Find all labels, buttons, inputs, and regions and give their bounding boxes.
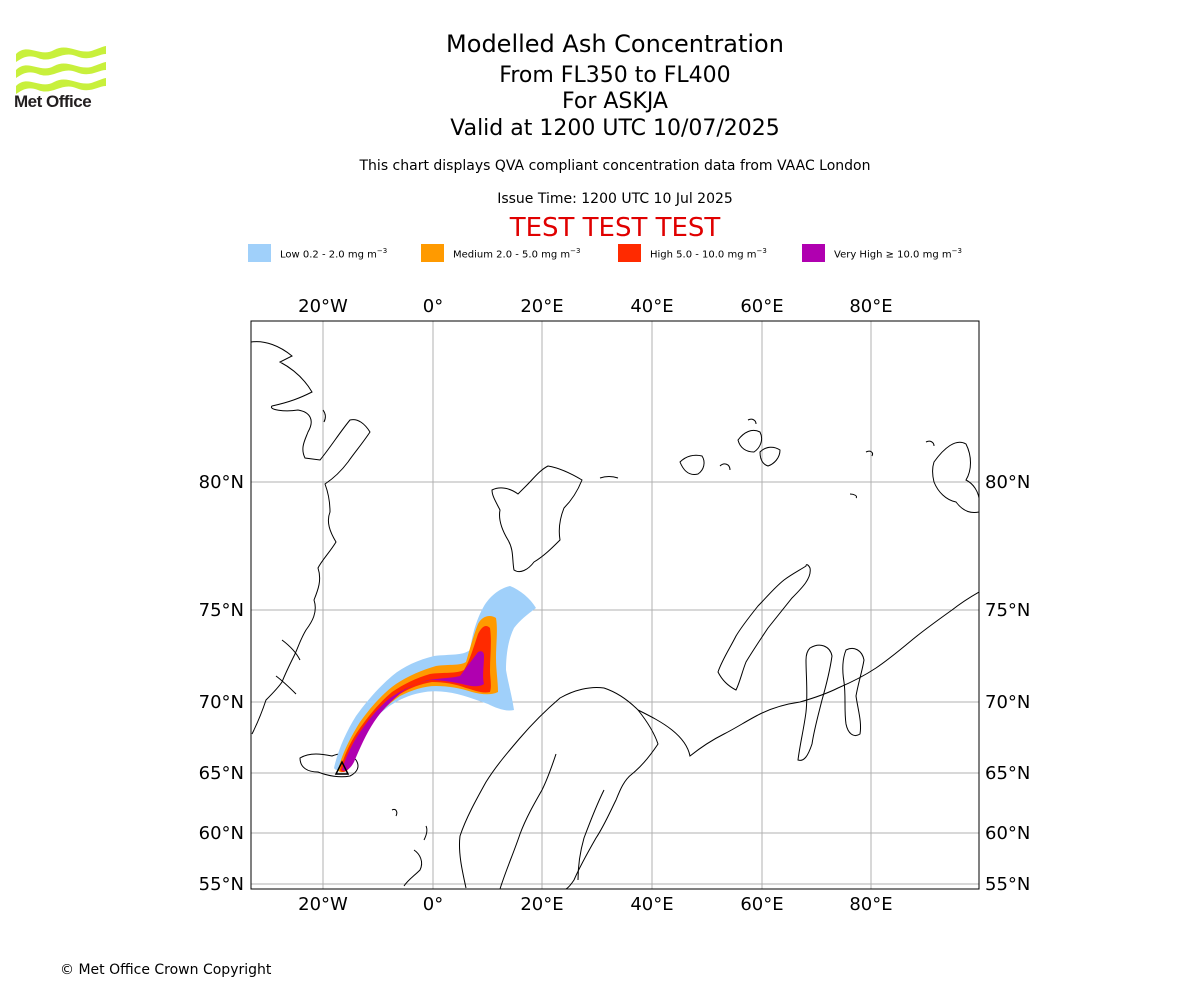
lon-label-top: 80°E <box>849 296 892 317</box>
franz-josef-1 <box>679 454 705 475</box>
small-island-3 <box>849 493 857 499</box>
legend-label-low: Low 0.2 - 2.0 mg m <box>280 249 377 261</box>
flight-level-subtitle: From FL350 to FL400 <box>499 63 731 88</box>
legend-swatch-medium <box>421 244 444 262</box>
lat-label-left: 60°N <box>199 823 244 844</box>
greenland-fjord-1 <box>281 639 301 661</box>
lon-label-bottom: 0° <box>423 894 443 915</box>
lat-label-left: 65°N <box>199 763 244 784</box>
lat-label-left: 55°N <box>199 874 244 895</box>
legend-unit-exponent: −3 <box>756 247 767 255</box>
volcano-subtitle: For ASKJA <box>562 89 668 114</box>
legend-unit-exponent: −3 <box>570 247 581 255</box>
franz-josef-5 <box>719 463 731 471</box>
lat-label-left: 75°N <box>199 600 244 621</box>
franz-josef-4 <box>747 418 757 425</box>
franz-josef-2 <box>737 429 763 453</box>
lat-label-right: 60°N <box>985 823 1030 844</box>
lat-label-right: 55°N <box>985 874 1030 895</box>
legend-swatch-high <box>618 244 641 262</box>
svalbard-coast <box>491 465 583 573</box>
test-banner: TEST TEST TEST <box>509 213 721 243</box>
svalbard-island <box>599 476 619 479</box>
franz-josef-3 <box>759 446 781 467</box>
lat-label-right: 80°N <box>985 472 1030 493</box>
issue-time: Issue Time: 1200 UTC 10 Jul 2025 <box>497 191 733 207</box>
gridlines <box>251 321 979 889</box>
coastlines <box>251 341 979 889</box>
map-frame <box>250 320 980 890</box>
valid-time-subtitle: Valid at 1200 UTC 10/07/2025 <box>450 116 780 141</box>
chart-title: Modelled Ash Concentration <box>446 30 784 58</box>
small-island-2 <box>865 450 873 457</box>
lat-label-left: 70°N <box>199 692 244 713</box>
copyright-notice: © Met Office Crown Copyright <box>60 962 272 978</box>
legend-swatch-low <box>248 244 271 262</box>
lat-label-right: 65°N <box>985 763 1030 784</box>
novaya-zemlya <box>717 564 811 691</box>
small-island-1 <box>925 440 935 447</box>
lon-label-top: 0° <box>423 296 443 317</box>
north-sea-coast <box>423 825 428 841</box>
legend-unit-exponent: −3 <box>951 247 962 255</box>
lat-label-left: 80°N <box>199 472 244 493</box>
legend-unit-exponent: −3 <box>376 247 388 255</box>
lon-label-bottom: 20°E <box>520 894 563 915</box>
greenland-fjord-2 <box>275 675 297 695</box>
lon-label-top: 20°E <box>520 296 563 317</box>
kola-coast <box>637 591 979 757</box>
axis-labels: 20°W 0° 20°E 40°E 60°E 80°E 20°W 0° 20°E… <box>199 296 1031 915</box>
lon-label-top: 40°E <box>630 296 673 317</box>
map-background <box>251 321 979 889</box>
logo-text: Met Office <box>14 92 92 111</box>
met-office-logo <box>16 46 106 94</box>
lon-label-top: 60°E <box>740 296 783 317</box>
lon-label-bottom: 20°W <box>298 894 348 915</box>
greenland-inlet <box>322 409 326 423</box>
lon-label-top: 20°W <box>298 296 348 317</box>
iceland-coast <box>299 753 359 778</box>
finland-coast <box>577 789 605 881</box>
yamal-peninsula <box>797 644 833 761</box>
legend-label-very-high: Very High ≥ 10.0 mg m <box>834 249 952 261</box>
legend-label-high: High 5.0 - 10.0 mg m <box>650 249 757 261</box>
ash-area-very-high <box>342 651 484 771</box>
baltic-coast <box>499 753 557 889</box>
qva-note: This chart displays QVA compliant concen… <box>359 158 871 174</box>
ash-plume <box>334 586 536 775</box>
lon-label-bottom: 60°E <box>740 894 783 915</box>
severnaya-zemlya <box>932 441 979 513</box>
lat-label-right: 70°N <box>985 692 1030 713</box>
denmark-coast <box>403 849 423 887</box>
lat-label-right: 75°N <box>985 600 1030 621</box>
lon-label-bottom: 80°E <box>849 894 892 915</box>
lon-label-bottom: 40°E <box>630 894 673 915</box>
volcano-marker <box>334 760 350 775</box>
legend-label-medium: Medium 2.0 - 5.0 mg m <box>453 249 571 261</box>
orkney-coast <box>391 809 398 817</box>
gydan-peninsula <box>842 647 865 737</box>
legend-swatch-very-high <box>802 244 825 262</box>
